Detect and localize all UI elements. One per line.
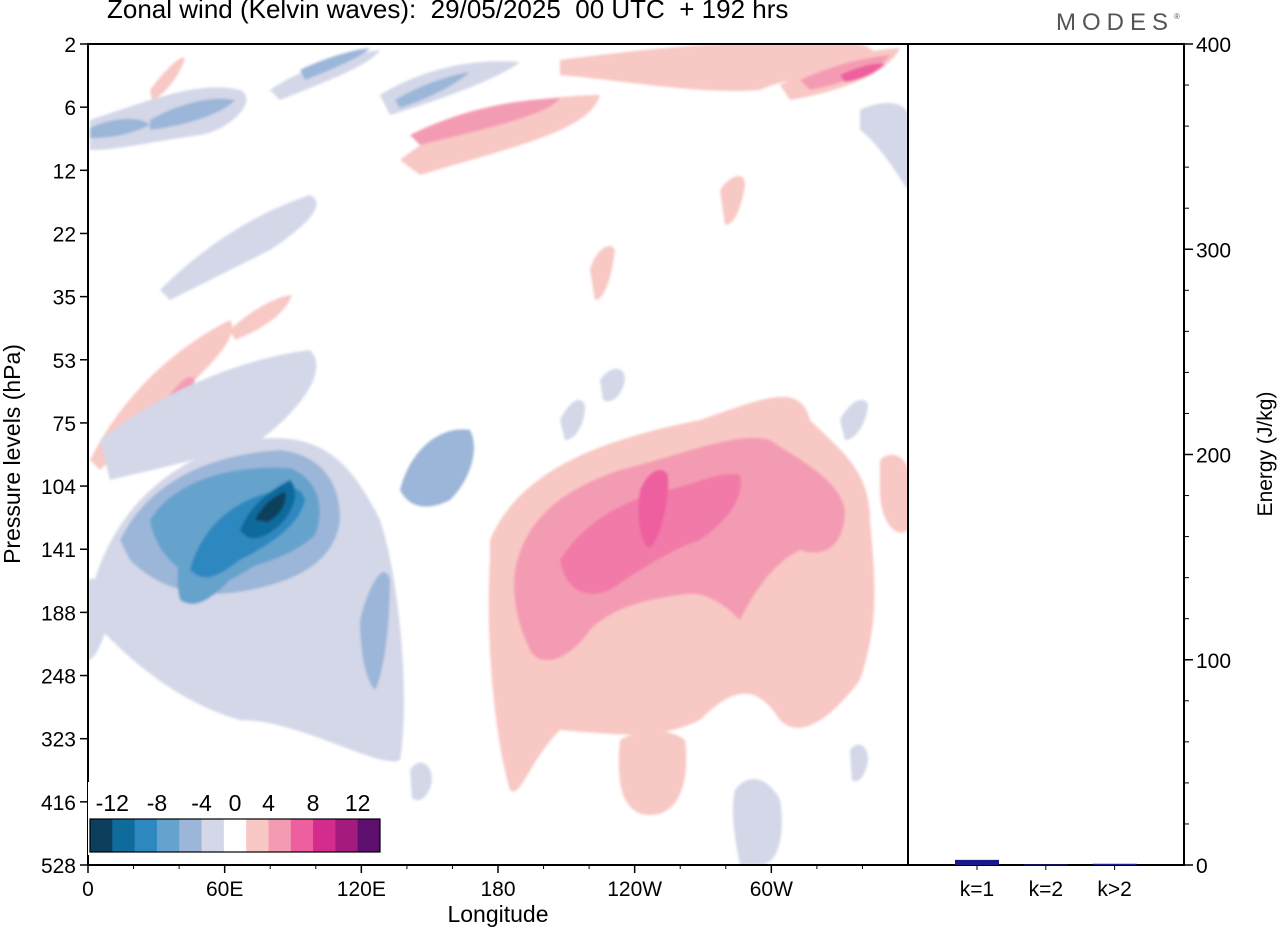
y-tick-label: 75 [53, 413, 76, 436]
x-axis-label: Longitude [447, 901, 548, 927]
energy-tick-label: 200 [1196, 445, 1231, 468]
energy-tick-label: 100 [1196, 650, 1231, 673]
colorbar-swatch [313, 819, 336, 852]
chart-title: Zonal wind (Kelvin waves): 29/05/2025 00… [107, 0, 789, 24]
colorbar-swatch [134, 819, 158, 852]
energy-axis: 0 100 200 300 400 [1184, 34, 1231, 878]
y-tick-label: 323 [41, 729, 76, 752]
colorbar-swatch [179, 819, 203, 852]
colorbar-swatch [201, 819, 225, 852]
energy-cat-label: k>2 [1097, 878, 1131, 901]
brand-logo: MODES® [1056, 9, 1180, 36]
colorbar-label: 8 [307, 790, 320, 816]
colorbar-label: 4 [262, 790, 275, 816]
colorbar-swatch [268, 819, 292, 852]
colorbar-swatch [246, 819, 269, 852]
colorbar-swatch [112, 819, 136, 852]
energy-tick-label: 400 [1196, 34, 1231, 57]
y-tick-label: 6 [64, 97, 76, 120]
longitude-axis: 0 60E 120E 180 120W 60W [82, 865, 863, 901]
x-tick-label: 120W [607, 878, 662, 901]
colorbar-label: -12 [96, 790, 129, 816]
energy-tick-label: 0 [1196, 855, 1208, 878]
energy-bar [1023, 864, 1068, 866]
y-tick-label: 528 [41, 855, 76, 878]
energy-bar [1092, 863, 1137, 865]
y-tick-label: 104 [41, 476, 76, 499]
colorbar: -12 -8 -4 0 4 8 12 [88, 782, 382, 855]
colorbar-frame [89, 818, 381, 853]
colorbar-label: 12 [345, 790, 371, 816]
energy-tick-label: 300 [1196, 239, 1231, 262]
colorbar-swatch [290, 819, 314, 852]
colorbar-swatch [357, 819, 381, 852]
colorbar-label: -4 [191, 790, 212, 816]
colorbar-label: 0 [229, 790, 242, 816]
energy-cat-label: k=1 [960, 878, 994, 901]
colorbar-swatch [90, 819, 113, 852]
energy-axis-label: Energy (J/kg) [1254, 392, 1277, 517]
colorbar-label: -8 [147, 790, 167, 816]
y-tick-label: 2 [64, 34, 76, 57]
y-tick-label: 12 [53, 160, 76, 183]
y-tick-label: 22 [53, 223, 76, 246]
x-tick-label: 180 [480, 878, 515, 901]
colorbar-swatch [335, 819, 359, 852]
y-axis-label: Pressure levels (hPa) [0, 344, 25, 564]
y-tick-label: 248 [41, 666, 76, 689]
x-tick-label: 60E [206, 878, 243, 901]
energy-bars: k=1 k=2 k>2 [955, 859, 1137, 901]
x-tick-label: 60W [750, 878, 793, 901]
y-tick-label: 416 [41, 792, 76, 815]
colorbar-swatch [156, 819, 180, 852]
contour-field [88, 44, 908, 865]
y-tick-label: 188 [41, 602, 76, 625]
energy-bar [955, 859, 999, 865]
energy-cat-label: k=2 [1029, 878, 1063, 901]
energy-plot-frame [907, 43, 1185, 866]
pressure-axis: 2 6 12 22 35 53 75 104 141 188 248 323 416 528 [41, 34, 88, 878]
y-tick-label: 53 [53, 350, 76, 373]
y-tick-label: 35 [53, 287, 76, 310]
x-tick-label: 0 [82, 878, 94, 901]
colorbar-swatch [223, 819, 247, 852]
y-tick-label: 141 [41, 539, 76, 562]
x-tick-label: 120E [337, 878, 386, 901]
